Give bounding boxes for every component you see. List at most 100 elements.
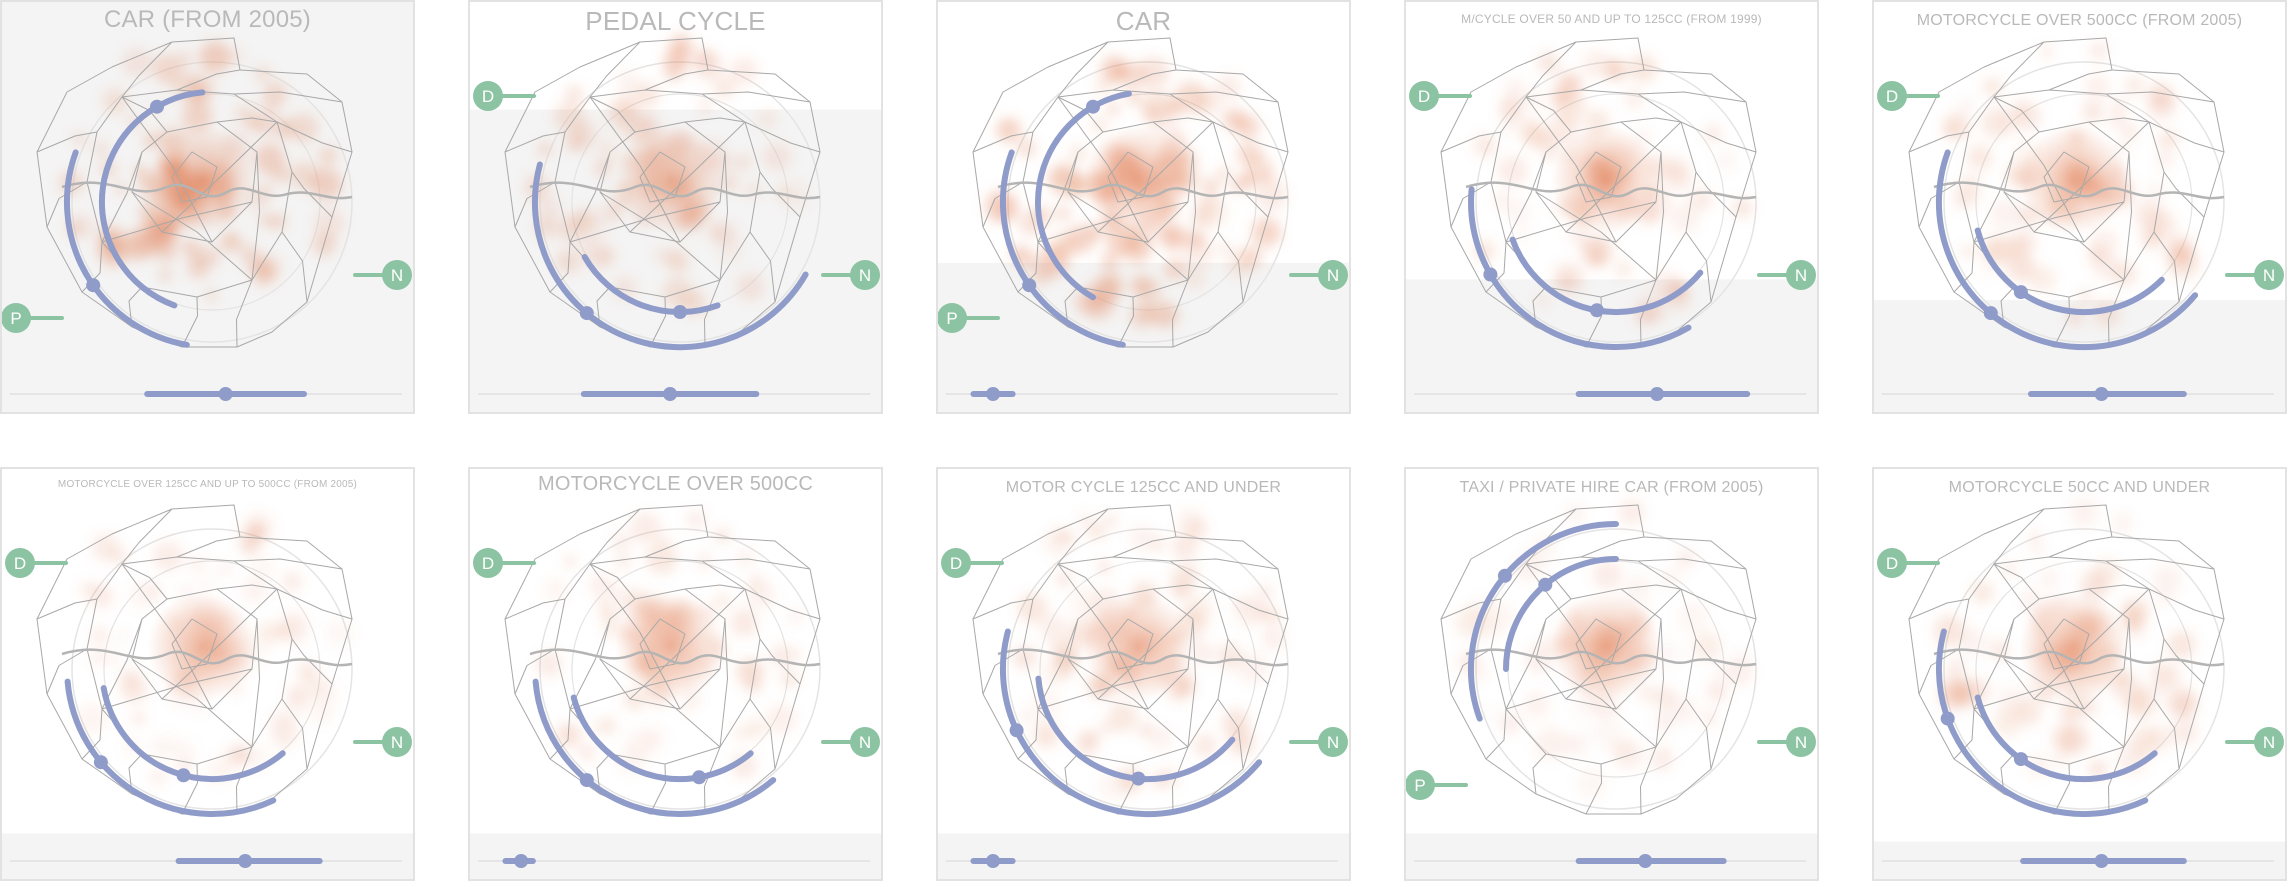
badge-n[interactable] [382,727,412,757]
outer-arc-handle[interactable] [1983,306,1998,321]
outer-arc[interactable] [1935,149,2199,351]
badge-d[interactable] [1877,81,1907,111]
inner-arc[interactable] [1035,675,1236,783]
badge-n-label: N [2263,733,2275,752]
heat-blob [1961,244,1975,259]
inner-arc[interactable] [581,254,721,315]
inner-arc-handle[interactable] [1131,771,1146,786]
outer-arc-handle[interactable] [1009,723,1024,738]
borough-boundary [1640,279,1657,348]
heat-blob [154,732,182,760]
heat-blob [1505,198,1533,226]
inner-arc-handle[interactable] [1086,99,1100,114]
inner-arc-handle[interactable] [2013,285,2028,300]
inner-arc[interactable] [1974,694,2158,783]
borough-boundary [1505,151,1547,243]
outer-arc[interactable] [1468,186,1692,350]
heat-blob [1218,241,1232,255]
badge-n[interactable] [850,727,880,757]
badge-p[interactable] [2,303,31,333]
slider-handle[interactable] [2094,854,2109,868]
badge-d[interactable] [473,548,503,578]
chart-svg: PN [2,2,413,412]
badge-d[interactable] [5,548,35,578]
badge-d[interactable] [1409,81,1439,111]
borough-boundary [1637,558,1747,570]
borough-boundary [1450,648,1492,695]
badge-n[interactable] [1786,727,1816,757]
badge-n[interactable] [1786,260,1816,290]
outer-arc-handle[interactable] [1483,267,1498,282]
heat-blob [325,619,353,647]
panel-title: M/CYCLE OVER 50 AND UP TO 125CC (FROM 19… [1461,12,1762,26]
slider-handle[interactable] [1650,387,1665,401]
outer-arc[interactable] [531,161,809,351]
borough-boundary [2153,231,2180,303]
heat-blob [1615,261,1632,278]
heat-blob [1187,231,1204,248]
heat-blob [780,669,799,688]
slider-handle[interactable] [2094,387,2109,401]
borough-boundary [1169,91,1279,103]
inner-arc-handle[interactable] [692,770,707,785]
outer-arc[interactable] [1467,521,1619,722]
slider-handle[interactable] [663,387,678,401]
inner-arc[interactable] [1503,556,1619,672]
inner-arc-handle[interactable] [1538,577,1553,592]
outer-arc[interactable] [63,149,190,348]
inner-arc-handle[interactable] [150,99,164,114]
slider-handle[interactable] [218,387,233,401]
outer-arc-handle[interactable] [1497,568,1512,583]
badge-p-label: P [1414,776,1425,795]
borough-boundary [704,746,721,815]
badge-n[interactable] [382,260,412,290]
slider-handle[interactable] [1638,854,1653,868]
outer-arc[interactable] [999,628,1263,818]
slider-handle[interactable] [986,387,1001,401]
borough-boundary [2108,746,2125,815]
borough-boundary [1112,536,1177,558]
badge-d[interactable] [473,81,503,111]
borough-boundary [171,618,218,670]
heat-blob [199,576,215,592]
outer-arc[interactable] [532,678,777,817]
badge-n[interactable] [2254,727,2284,757]
heat-blob [1050,166,1082,197]
inner-arc-handle[interactable] [2013,752,2028,767]
inner-arc[interactable] [100,685,286,783]
badge-d[interactable] [941,548,971,578]
outer-arc-handle[interactable] [579,773,594,788]
heat-blob [282,571,302,592]
inner-arc-handle[interactable] [176,768,191,783]
inner-arc[interactable] [1974,227,2165,316]
borough-boundary [2088,584,2150,590]
outer-arc-handle[interactable] [1940,711,1955,726]
slider-handle[interactable] [986,854,1001,868]
outer-arc[interactable] [999,149,1126,348]
heat-blob [2020,588,2041,609]
borough-boundary [1620,584,1682,590]
slider-handle[interactable] [514,854,529,868]
outer-arc-handle[interactable] [86,278,101,293]
outer-arc-handle[interactable] [1022,278,1037,293]
outer-arc[interactable] [1935,628,2149,817]
heat-blob [536,144,551,159]
outer-arc-handle[interactable] [93,755,108,770]
badge-n[interactable] [2254,260,2284,290]
borough-boundary [1953,241,1975,293]
badge-d[interactable] [1877,548,1907,578]
badge-n[interactable] [1318,727,1348,757]
heat-blob [255,252,282,279]
inner-arc-handle[interactable] [1589,303,1604,318]
badge-p[interactable] [938,303,967,333]
outer-arc-handle[interactable] [579,306,594,321]
badge-n[interactable] [1318,260,1348,290]
borough-boundary [639,151,686,203]
badge-n[interactable] [850,260,880,290]
slider-handle[interactable] [238,854,253,868]
inner-arc-handle[interactable] [673,305,687,319]
heat-blob [1493,192,1510,209]
outer-arc[interactable] [64,678,277,817]
badge-p[interactable] [1406,770,1435,800]
inner-arc[interactable] [570,694,754,783]
